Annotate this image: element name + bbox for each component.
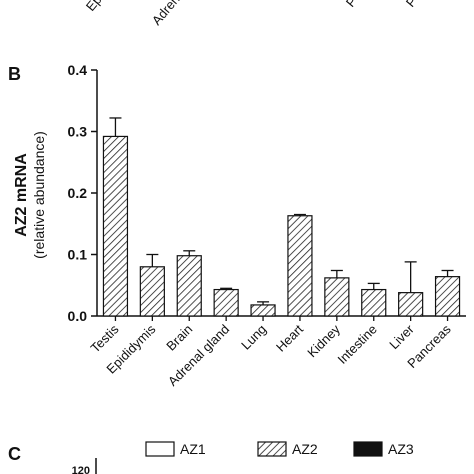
top-label-3: P: [343, 0, 360, 10]
y-axis-title: AZ2 mRNA (relative abundance): [13, 131, 47, 259]
top-label-2: Adren: [149, 0, 183, 28]
panel-c-letter: C: [8, 444, 21, 464]
y-tick-label: 0.1: [68, 247, 88, 263]
bar: [324, 277, 350, 317]
bar: [361, 288, 387, 317]
x-tick-label: Lung: [238, 322, 269, 353]
legend-label: AZ1: [180, 441, 206, 457]
top-label-1: Ep: [83, 0, 105, 14]
y-ticks: 0.0 0.1 0.2 0.3 0.4: [68, 62, 97, 324]
bars: [102, 117, 461, 317]
y-axis-sublabel: (relative abundance): [31, 131, 47, 259]
y-axis-label: AZ2 mRNA: [13, 153, 30, 237]
x-tick-label: Brain: [163, 322, 195, 354]
bar: [434, 276, 461, 317]
x-tick-label: Liver: [386, 321, 417, 352]
bar: [176, 255, 202, 317]
legend-label: AZ2: [292, 441, 318, 457]
top-label-4: P: [403, 0, 420, 10]
y-tick-label: 0.3: [68, 124, 88, 140]
legend-swatch: [257, 441, 287, 457]
bar: [213, 288, 239, 317]
x-tick-label: Heart: [273, 321, 306, 354]
legend-swatch: [145, 441, 175, 457]
bar: [139, 266, 165, 317]
panel-c-ytick: 120: [72, 465, 90, 474]
x-tick-label: Intestine: [335, 322, 380, 367]
panel-b-letter: B: [8, 64, 21, 84]
legend-label: AZ3: [388, 441, 414, 457]
bar: [287, 215, 313, 317]
y-tick-label: 0.2: [68, 185, 88, 201]
y-tick-label: 0.4: [68, 62, 88, 78]
top-panel-fragment: Ep Adren P P: [83, 0, 420, 28]
bar: [250, 304, 276, 317]
legend: AZ1 AZ2 AZ3: [145, 441, 414, 457]
y-tick-label: 0.0: [68, 308, 88, 324]
legend-swatch: [353, 441, 383, 457]
x-tick-label: Testis: [87, 321, 121, 355]
bar: [398, 292, 424, 317]
bar: [102, 135, 129, 317]
